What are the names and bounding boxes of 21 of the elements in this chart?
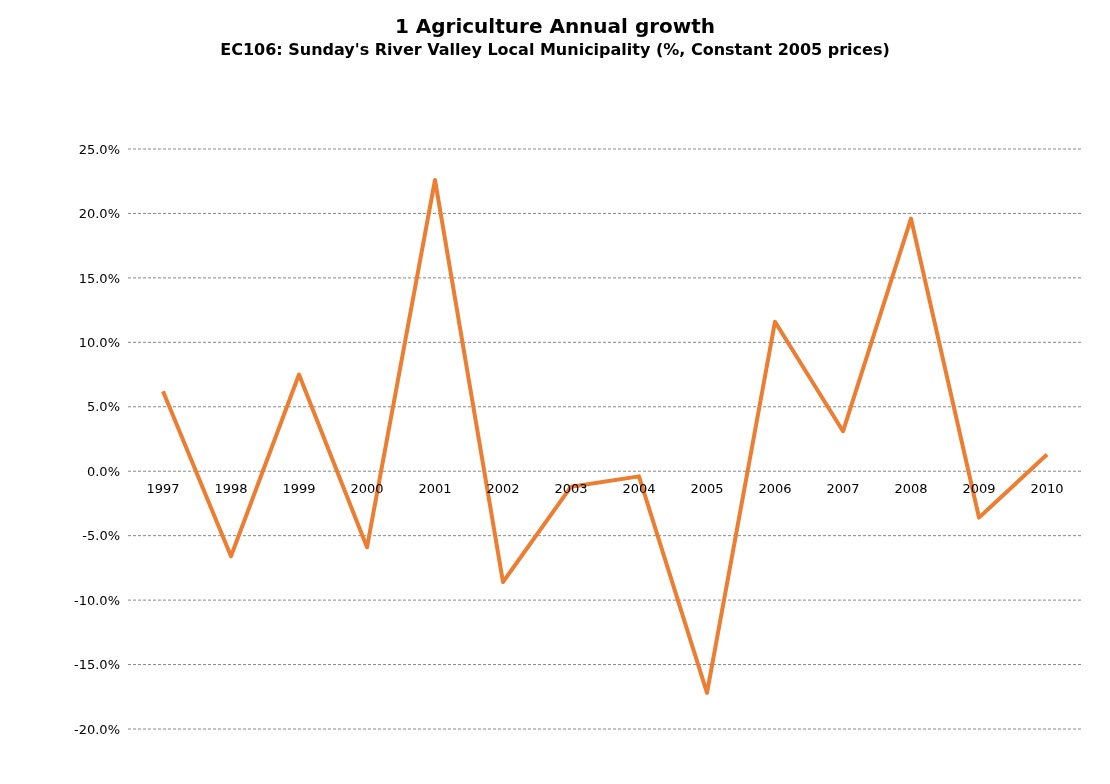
x-tick-label: 2001 <box>418 481 452 497</box>
x-tick-label: 1997 <box>146 481 180 497</box>
x-tick-label: 2010 <box>1030 481 1064 497</box>
y-tick-label: -10.0% <box>74 592 120 608</box>
y-tick-label: -20.0% <box>74 721 120 737</box>
y-tick-label: -5.0% <box>82 528 120 544</box>
x-tick-label: 1998 <box>214 481 248 497</box>
x-tick-label: 2007 <box>826 481 860 497</box>
y-tick-label: 0.0% <box>86 463 120 479</box>
x-tick-label: 1999 <box>282 481 316 497</box>
chart-subtitle: EC106: Sunday's River Valley Local Municipality (%, Constant 2005 prices) <box>219 40 891 59</box>
y-tick-label: 20.0% <box>78 206 120 222</box>
y-tick-label: 25.0% <box>78 141 120 157</box>
chart-title: 1 Agriculture Annual growth <box>393 14 717 38</box>
y-tick-label: 10.0% <box>78 334 120 350</box>
y-tick-label: 5.0% <box>86 399 120 415</box>
x-tick-label: 2005 <box>690 481 724 497</box>
x-tick-label: 2008 <box>894 481 928 497</box>
x-tick-label: 2006 <box>758 481 792 497</box>
y-tick-label: -15.0% <box>74 657 120 673</box>
y-tick-label: 15.0% <box>78 270 120 286</box>
